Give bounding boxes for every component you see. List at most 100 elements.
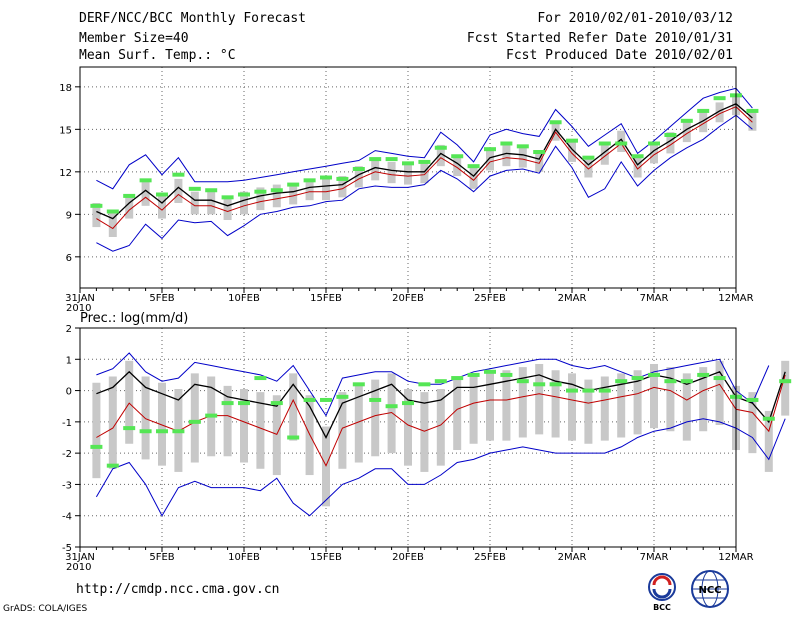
prec-x-tick-label: 20FEB [392,552,424,563]
source-url[interactable]: http://cmdp.ncc.cma.gov.cn [76,582,280,597]
prec-spread-box [387,373,396,454]
temp-x-tick-label: 15FEB [310,293,342,304]
prec-spread-box [633,370,642,435]
prec-obs-mark [516,379,529,384]
temp-obs-mark [156,192,168,197]
temp-spread-box [125,194,134,219]
prec-spread-box [502,370,511,441]
temp-spread-box [469,167,478,189]
prec-x-tick-label: 5FEB [149,552,174,563]
prec-obs-mark [779,379,792,384]
temp-obs-mark [680,118,693,123]
temp-obs-mark [139,178,152,183]
temp-x-tick-label: 10FEB [228,293,260,304]
temp-spread-box [305,178,314,201]
temp-spread-box [207,191,216,215]
prec-obs-mark [238,401,250,406]
ncc-logo: NCC [691,570,729,608]
prec-obs-mark [680,379,693,384]
ncc-logo-text: NCC [698,585,721,596]
temp-obs-mark [254,189,267,194]
temp-obs-mark [746,108,759,113]
prec-x-tick-label: 10FEB [228,552,260,563]
temp-obs-mark [303,178,316,183]
prec-y-tick-label: -2 [62,449,72,460]
forecast-period-label: For 2010/02/01-2010/03/12 [537,11,733,26]
temp-obs-mark [188,186,201,191]
prec-spread-box [371,379,380,457]
temp-obs-mark [320,175,332,180]
temp-obs-mark [270,188,283,193]
prec-obs-mark [320,397,332,402]
prec-spread-box [338,392,347,469]
prec-obs-mark [352,382,365,387]
prec-spread-box [748,392,757,454]
prec-obs-mark [385,404,398,409]
temp-spread-box [502,144,511,167]
prec-x-tick-label: 7MAR [640,552,669,563]
temp-x-tick-label: 7MAR [640,293,669,304]
prec-obs-mark [221,401,234,406]
temp-obs-mark [402,161,414,166]
temp-obs-mark [582,155,595,160]
prec-spread-box [92,382,101,479]
temp-spread-box [240,191,248,215]
prec-obs-mark [336,394,349,399]
temp-obs-mark [369,157,382,162]
temp-obs-mark [172,172,185,177]
temp-spread-box [158,194,166,219]
prec-line-ensemble-min [95,418,786,517]
prec-spread-box [650,363,658,429]
temp-spread-box [568,140,576,162]
prec-obs-mark [566,388,578,393]
temp-spread-box [338,176,347,198]
prec-panel-title: Prec.: log(mm/d) [80,311,188,326]
chart-title: DERF/NCC/BCC Monthly Forecast [79,11,306,26]
prec-obs-mark [598,388,611,393]
prec-spread-box [108,376,117,469]
temp-y-tick-label: 9 [66,210,72,221]
prec-spread-box [764,410,773,472]
temp-spread-box [666,132,675,154]
temp-spread-box [715,102,724,123]
prec-line-ensemble-max [96,352,770,417]
temp-spread-box [256,187,265,211]
temp-spread-box [518,146,527,168]
temp-spread-box [404,163,412,185]
prec-obs-mark [139,429,152,434]
prec-spread-box [600,376,609,441]
temp-spread-box [748,109,757,131]
temp-obs-mark [697,108,710,113]
temp-obs-mark [484,147,496,152]
prec-obs-mark [451,376,464,381]
temp-obs-mark [631,154,644,159]
temp-obs-mark [352,167,365,171]
temp-x-tick-label: 31JAN [65,293,95,304]
temp-spread-box [371,159,380,181]
temp-spread-box [650,142,658,164]
prec-obs-mark [746,397,759,402]
temp-spread-box [289,183,298,205]
temp-obs-mark [434,145,447,150]
temp-line-ensemble-min [96,114,753,252]
bcc-logo: BCC [648,573,676,612]
temp-spread-box [436,144,445,167]
prec-spread-box [781,360,790,416]
temp-line-ensemble-max [96,87,753,190]
temp-obs-mark [598,141,611,146]
variable-label: Mean Surf. Temp.: °C [79,48,236,63]
temp-obs-mark [90,203,103,208]
prec-obs-mark [713,376,726,381]
prec-x-tick-label: 12MAR [718,552,753,563]
prec-obs-mark [434,379,447,384]
prec-spread-box [535,363,544,435]
prec-obs-mark [205,413,218,418]
prec-spread-box [469,376,478,444]
prec-spread-box [682,373,691,441]
prec-obs-mark [254,376,267,381]
temp-spread-box [551,120,560,141]
prec-spread-box [715,360,724,425]
prec-spread-box [256,392,265,469]
temp-spread-box [682,120,691,143]
